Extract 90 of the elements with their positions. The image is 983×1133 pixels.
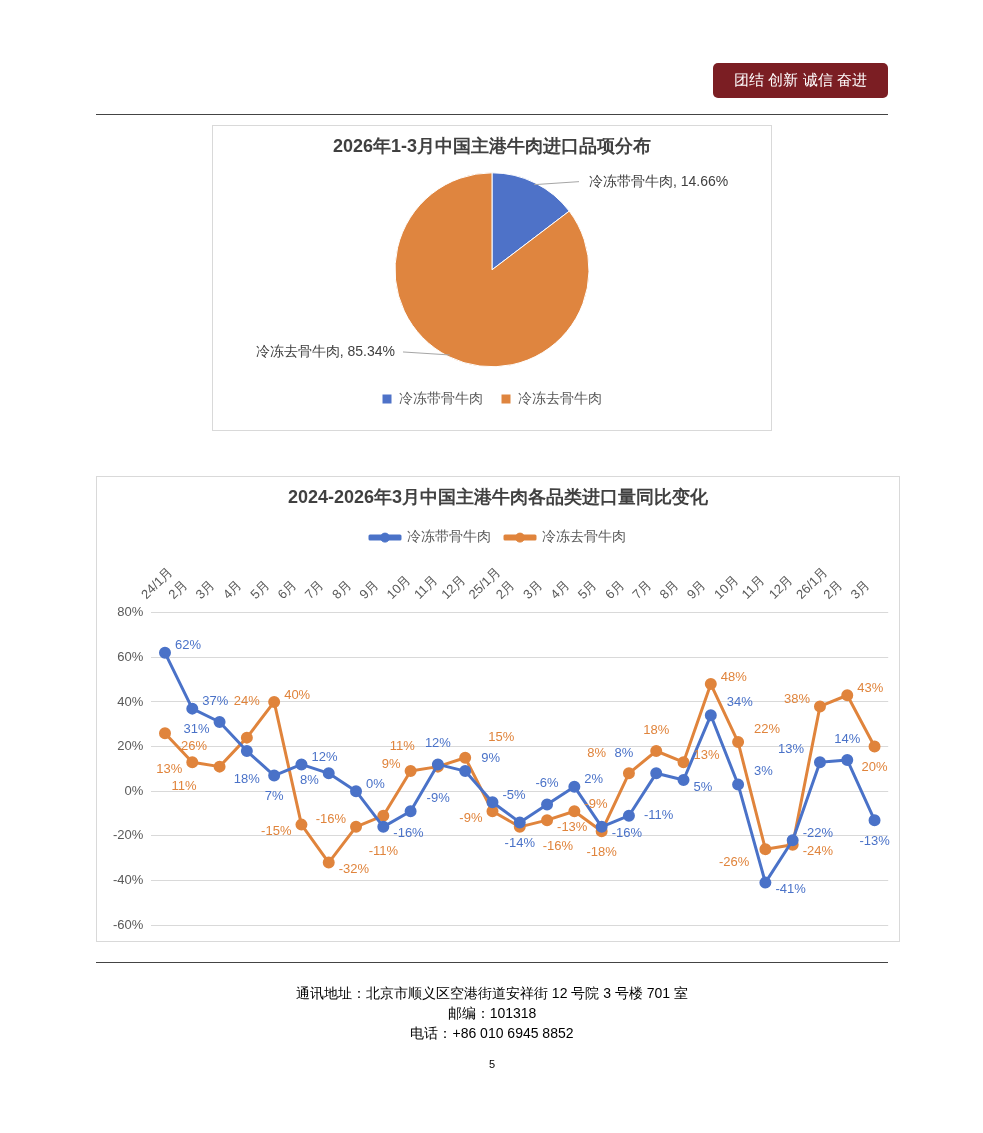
data-label: 11%	[171, 778, 198, 794]
data-label: 12%	[424, 734, 452, 750]
data-label: -5%	[502, 786, 527, 802]
text: 5	[487, 1057, 497, 1072]
x-tick-label: 4月	[219, 576, 245, 602]
x-tick-label: 12月	[438, 571, 469, 602]
data-label: -14%	[504, 834, 536, 850]
x-tick-label: 5月	[574, 576, 600, 602]
data-label: 13%	[777, 740, 805, 756]
data-label: -9%	[459, 809, 483, 825]
data-label: 2%	[584, 771, 604, 787]
data-label: 14%	[834, 730, 861, 746]
chart-title: 2024-2026年3月中国主港牛肉各品类进口量同比变化	[287, 486, 710, 507]
data-label: -9%	[426, 789, 451, 805]
y-tick-label: -40%	[112, 871, 144, 887]
legend-label: 冷冻带骨牛肉	[407, 528, 491, 545]
data-label: 冷冻带骨牛肉, 14.66%	[589, 172, 729, 189]
data-label: -16%	[611, 825, 643, 841]
x-tick-label: 3月	[192, 576, 218, 602]
x-tick-label: 8月	[329, 576, 354, 602]
x-tick-label: 7月	[629, 576, 655, 602]
data-label: 18%	[233, 770, 261, 786]
text: 通讯地址：北京市顺义区空港街道安祥街 12 号院 3 号楼 701 室	[294, 984, 690, 1002]
data-label: 9%	[381, 755, 402, 771]
data-label: -11%	[368, 843, 399, 859]
legend-label: 冷冻去骨牛肉	[518, 389, 602, 406]
text: 邮编：101318	[446, 1004, 538, 1022]
data-label: -18%	[586, 843, 618, 859]
data-label: 26%	[180, 737, 208, 753]
y-tick-label: -20%	[112, 827, 144, 843]
data-label: 62%	[174, 637, 202, 653]
y-tick-label: 60%	[117, 648, 144, 664]
data-label: -22%	[802, 824, 834, 840]
data-label: 5%	[693, 778, 713, 794]
data-label: -16%	[393, 825, 425, 841]
x-tick-label: 4月	[547, 576, 573, 602]
data-label: 7%	[264, 788, 284, 804]
data-label: 20%	[861, 759, 888, 775]
data-label: 12%	[311, 748, 338, 764]
data-label: -15%	[261, 823, 292, 839]
data-label: 8%	[614, 744, 634, 760]
y-tick-label: 40%	[117, 693, 144, 709]
x-tick-label: 6月	[274, 576, 300, 602]
x-tick-label: 3月	[520, 576, 545, 602]
y-tick-label: 80%	[117, 604, 144, 620]
data-label: 31%	[183, 720, 211, 736]
data-label: 22%	[754, 720, 781, 736]
data-label: -16%	[315, 811, 347, 827]
data-label: -41%	[775, 881, 807, 897]
slogan-badge: 团结 创新 诚信 奋进	[713, 63, 888, 98]
chart-title: 2026年1-3月中国主港牛肉进口品项分布	[332, 135, 652, 156]
text: 电话：+86 010 6945 8852	[409, 1024, 575, 1042]
data-label: 9%	[481, 749, 501, 765]
data-label: 34%	[726, 693, 754, 709]
data-label: -16%	[542, 838, 574, 854]
data-label: 冷冻去骨牛肉, 85.34%	[255, 342, 395, 359]
data-label: 37%	[202, 693, 229, 709]
legend-label: 冷冻带骨牛肉	[399, 389, 483, 406]
x-tick-label: 9月	[356, 576, 382, 602]
data-label: 3%	[754, 763, 774, 779]
x-tick-label: 7月	[301, 576, 327, 602]
data-label: -26%	[719, 853, 750, 869]
data-label: 13%	[156, 760, 183, 776]
x-tick-label: 12月	[765, 571, 796, 602]
data-label: 18%	[643, 721, 670, 737]
data-label: -11%	[643, 807, 674, 823]
x-tick-label: 9月	[683, 576, 709, 602]
data-label: 24%	[233, 693, 261, 709]
x-tick-label: 5月	[247, 576, 273, 602]
x-tick-label: 6月	[601, 576, 627, 602]
legend-label: 冷冻去骨牛肉	[542, 528, 626, 545]
data-label: 11%	[389, 738, 416, 754]
data-label: 40%	[284, 686, 311, 702]
data-label: 8%	[587, 744, 607, 760]
data-label: 48%	[720, 668, 748, 684]
x-tick-label: 3月	[847, 576, 873, 602]
data-label: -13%	[557, 818, 588, 834]
data-label: -6%	[535, 775, 560, 791]
y-tick-label: -60%	[112, 916, 144, 932]
data-label: 38%	[783, 690, 811, 706]
x-tick-label: 8月	[656, 576, 682, 602]
y-tick-label: 0%	[124, 782, 144, 798]
data-label: -32%	[338, 861, 370, 877]
data-label: -24%	[802, 843, 834, 859]
data-label: -13%	[859, 832, 891, 848]
data-label: 15%	[488, 729, 515, 745]
data-label: 43%	[857, 679, 884, 695]
data-label: 0%	[366, 775, 386, 791]
data-label: 8%	[299, 771, 320, 787]
y-tick-label: 20%	[117, 738, 144, 754]
